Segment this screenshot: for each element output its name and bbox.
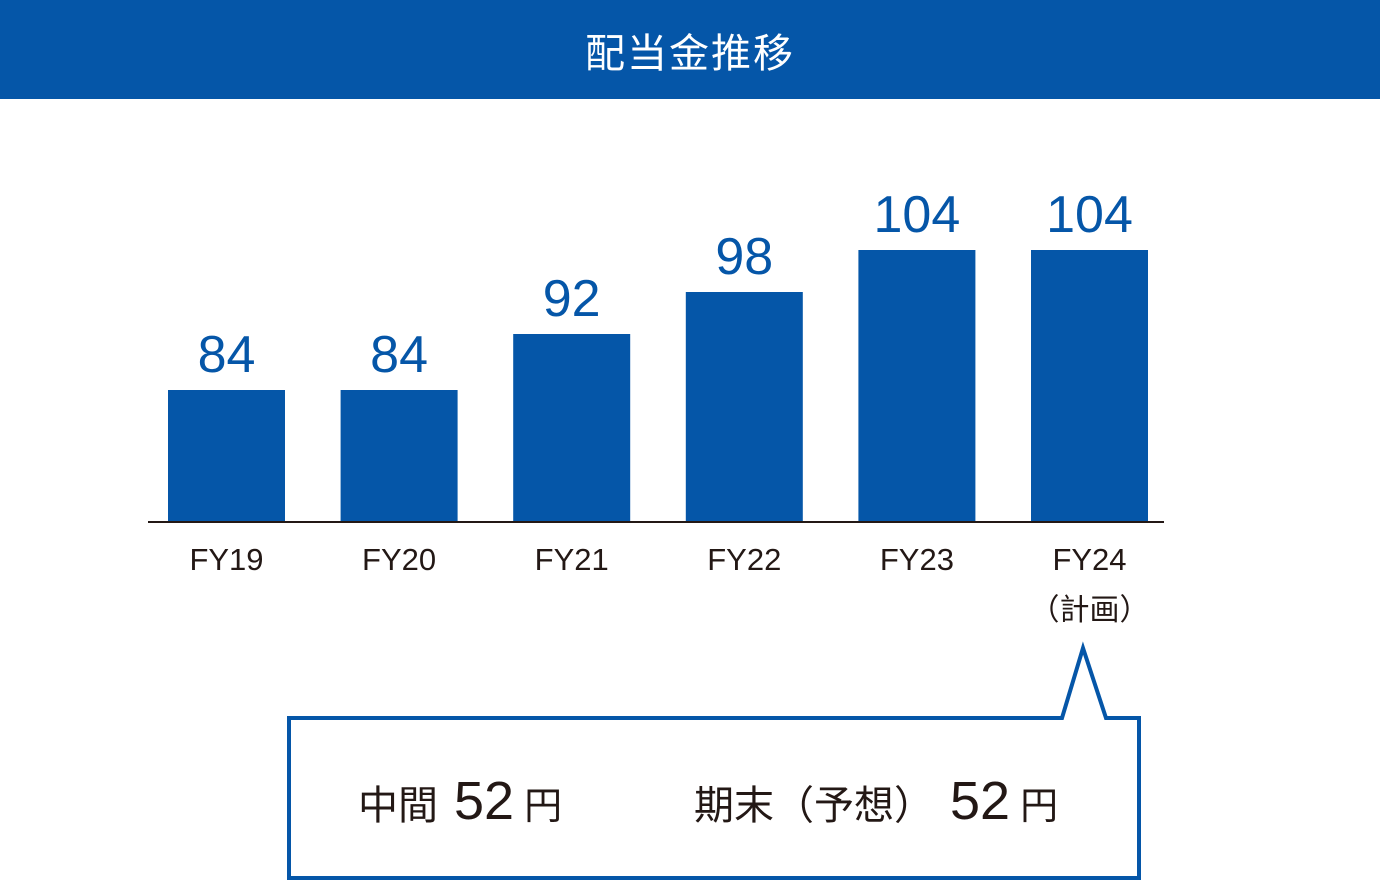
x-tick-label-fy23: FY23 — [880, 542, 954, 577]
interim-label: 中間 — [358, 783, 438, 829]
callout-bubble-outline — [287, 641, 1141, 880]
interim-unit: 円 — [524, 784, 563, 828]
interim-value: 52 — [454, 771, 515, 831]
bar-fy22 — [685, 292, 803, 522]
x-tick-label-fy20: FY20 — [362, 542, 436, 577]
x-tick-note-fy24: （計画） — [1030, 593, 1150, 628]
data-label-fy23: 104 — [874, 186, 961, 244]
data-label-fy21: 92 — [543, 270, 601, 328]
chart-title: 配当金推移 — [585, 30, 795, 77]
final-value: 52 — [950, 771, 1011, 831]
final-unit: 円 — [1020, 784, 1059, 828]
x-tick-label-fy19: FY19 — [189, 542, 263, 577]
bar-fy21 — [513, 334, 631, 522]
data-label-fy24: 104 — [1046, 186, 1133, 244]
final-label: 期末（予想） — [694, 783, 934, 829]
bar-fy20 — [340, 390, 458, 522]
bar-fy24 — [1031, 250, 1148, 522]
bar-fy23 — [858, 250, 976, 522]
bar-fy19 — [168, 390, 285, 522]
final-dividend: 期末（予想） 52 円 — [694, 770, 1059, 831]
bars-layer: 84 FY19 84 FY20 92 FY21 98 FY22 104 FY23 104 FY24 （計… — [168, 186, 1150, 628]
data-label-fy22: 98 — [715, 228, 773, 286]
data-label-fy19: 84 — [198, 326, 256, 384]
x-tick-label-fy24: FY24 — [1052, 542, 1126, 577]
x-tick-label-fy22: FY22 — [707, 542, 781, 577]
interim-dividend: 中間 52 円 — [358, 770, 563, 831]
data-label-fy20: 84 — [370, 326, 428, 384]
x-tick-label-fy21: FY21 — [535, 542, 609, 577]
chart-title-bar: 配当金推移 — [0, 0, 1380, 99]
